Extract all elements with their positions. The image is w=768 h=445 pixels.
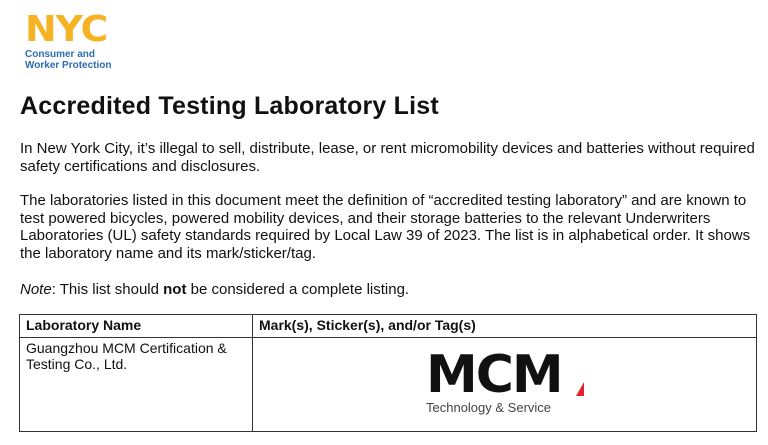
org-line-1: Consumer and bbox=[25, 49, 96, 60]
laboratory-table: Laboratory Name Mark(s), Sticker(s), and/… bbox=[19, 314, 757, 432]
red-corner-accent bbox=[576, 382, 584, 396]
table-header-row: Laboratory Name Mark(s), Sticker(s), and/… bbox=[19, 314, 757, 338]
org-name: Consumer and Worker Protection bbox=[25, 49, 112, 71]
mcm-tagline: Technology & Service bbox=[426, 400, 552, 415]
nyc-logo-mark: NYC bbox=[25, 9, 108, 50]
note-text-end: be considered a complete listing. bbox=[186, 281, 410, 298]
note-label: Note bbox=[20, 281, 52, 298]
intro-paragraph: In New York City, it’s illegal to sell, … bbox=[20, 140, 755, 175]
mcm-logo-text: MCM bbox=[426, 345, 564, 405]
note-paragraph: Note: This list should not be considered… bbox=[20, 281, 760, 299]
laboratory-name-cell: Guangzhou MCM Certification & Testing Co… bbox=[19, 337, 253, 432]
table-row: Guangzhou MCM Certification & Testing Co… bbox=[19, 337, 757, 432]
org-line-2: Worker Protection bbox=[25, 60, 112, 71]
header-marks: Mark(s), Sticker(s), and/or Tag(s) bbox=[252, 314, 757, 338]
mcm-logo: MCM Technology & Service bbox=[426, 349, 586, 415]
page-title: Accredited Testing Laboratory List bbox=[20, 92, 439, 120]
note-emphasis: not bbox=[163, 281, 187, 298]
header-laboratory-name: Laboratory Name bbox=[19, 314, 253, 338]
mark-cell bbox=[252, 337, 757, 432]
note-text: : This list should bbox=[51, 281, 164, 298]
definition-paragraph: The laboratories listed in this document… bbox=[20, 192, 751, 262]
nyc-dcwp-logo: NYC Consumer and Worker Protection bbox=[25, 12, 112, 72]
